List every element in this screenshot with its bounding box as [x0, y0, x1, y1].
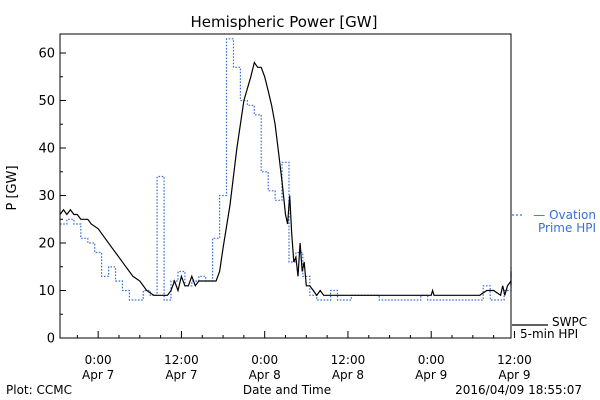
y-tick-label: 60: [38, 47, 55, 62]
chart-title: Hemispheric Power [GW]: [191, 13, 378, 31]
x-tick-date-label: Apr 8: [249, 368, 281, 382]
y-tick-label: 20: [38, 237, 55, 252]
series-line: [60, 38, 512, 301]
y-tick-label: 50: [38, 94, 55, 109]
y-tick-label: 40: [38, 142, 55, 157]
series-line: [59, 61, 512, 297]
x-tick-date-label: Apr 7: [82, 368, 114, 382]
y-tick-label: 0: [47, 332, 55, 347]
x-tick-time-label: 12:00: [497, 353, 532, 367]
x-axis-label: Date and Time: [243, 383, 331, 397]
x-tick-time-label: 0:00: [251, 353, 278, 367]
legend-label: SWPC: [552, 315, 587, 329]
x-tick-date-label: Apr 8: [332, 368, 364, 382]
y-tick-label: 10: [38, 284, 55, 299]
y-axis-label: P [GW]: [5, 165, 20, 210]
series-layer: [59, 38, 512, 301]
x-tick-time-label: 12:00: [164, 353, 199, 367]
legend-label: Prime HPI: [538, 221, 596, 235]
plot-timestamp: 2016/04/09 18:55:07: [455, 383, 582, 397]
x-tick-time-label: 0:00: [418, 353, 445, 367]
x-tick-date-label: Apr 9: [498, 368, 530, 382]
legend-label: 5-min HPI: [520, 327, 578, 341]
plot-frame: [59, 33, 512, 339]
legend-label: — Ovation: [533, 208, 596, 222]
x-tick-time-label: 12:00: [331, 353, 366, 367]
x-tick-date-label: Apr 9: [415, 368, 447, 382]
x-tick-date-label: Apr 7: [165, 368, 197, 382]
plot-credit: Plot: CCMC: [6, 383, 72, 397]
y-tick-label: 30: [38, 189, 55, 204]
x-tick-time-label: 0:00: [85, 353, 112, 367]
